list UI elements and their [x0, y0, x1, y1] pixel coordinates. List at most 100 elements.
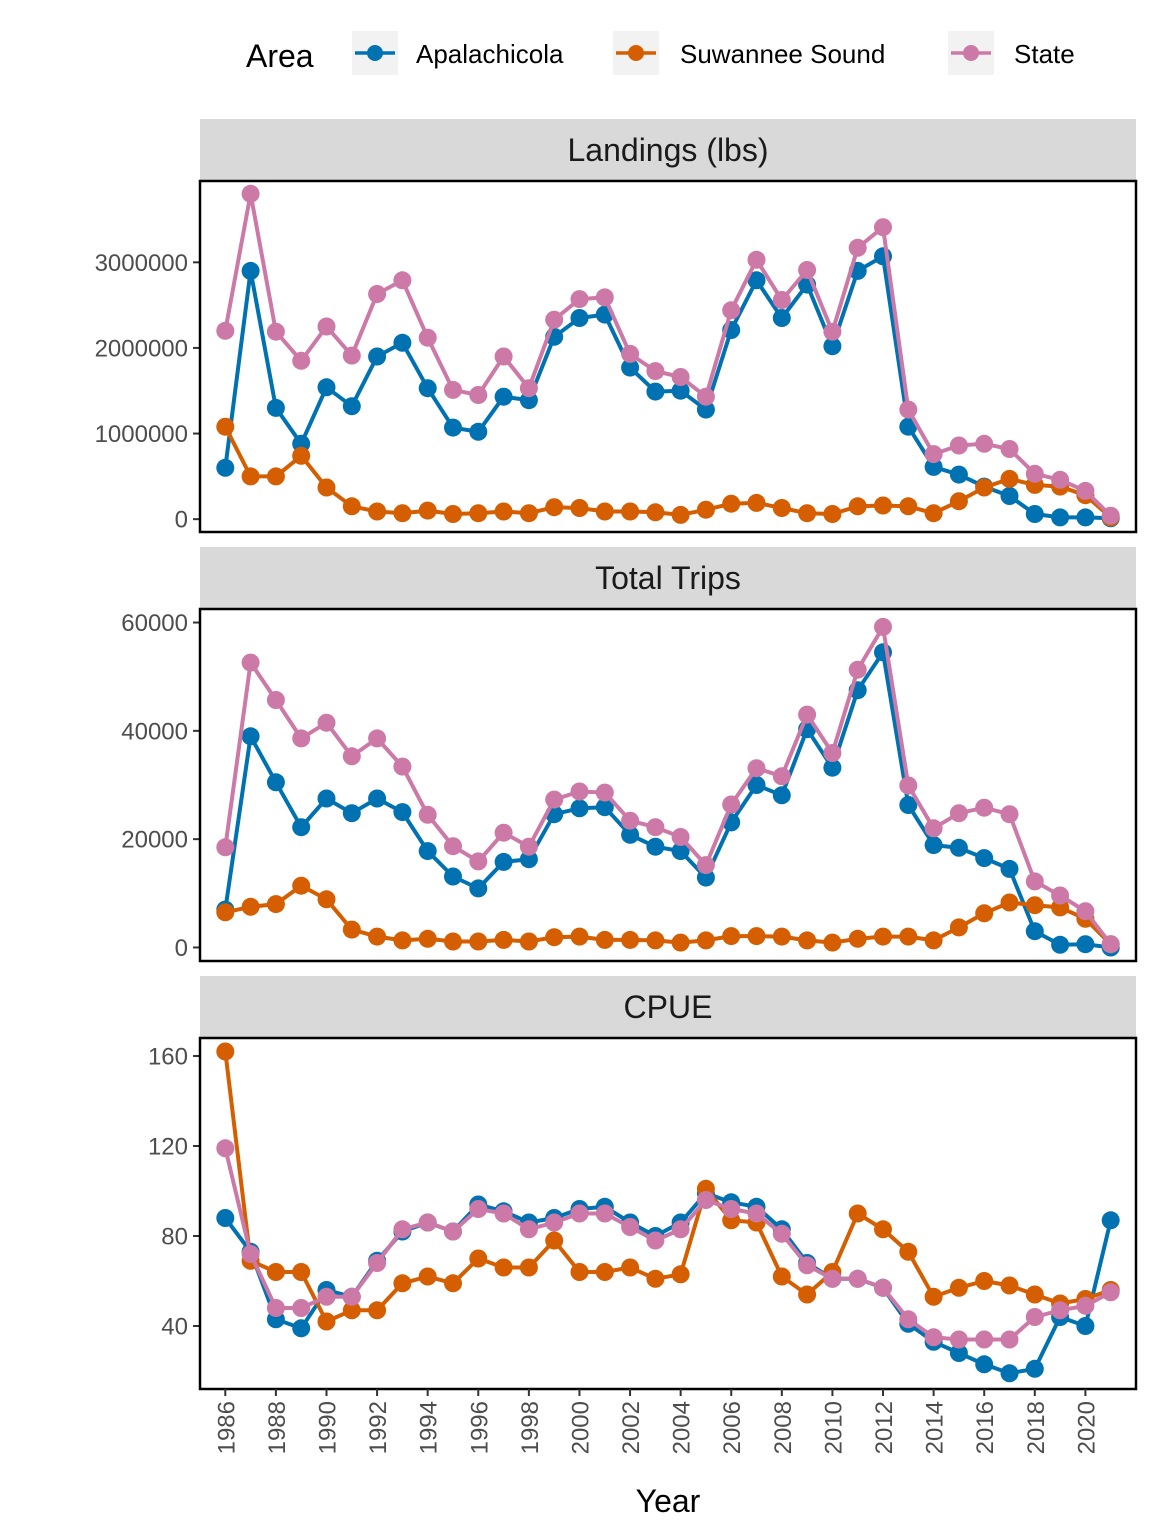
data-point: [798, 1285, 817, 1304]
y-tick-label: 2000000: [95, 335, 188, 362]
data-point: [722, 1200, 741, 1218]
data-point: [747, 493, 766, 512]
data-point: [241, 897, 260, 916]
legend-label: State: [1014, 39, 1075, 69]
panel-total-trips: Total Trips 0 20000 40000 60000: [121, 547, 1138, 963]
data-point: [317, 1287, 336, 1306]
data-point: [1101, 935, 1120, 954]
data-point: [949, 838, 968, 857]
data-point: [342, 747, 361, 766]
data-point: [241, 1245, 260, 1263]
data-point: [570, 1263, 589, 1281]
data-point: [848, 1204, 867, 1223]
series-suwannee-sound: [216, 1042, 1120, 1331]
facet-strip-title: CPUE: [624, 989, 713, 1025]
data-point: [469, 386, 488, 404]
data-point: [646, 362, 665, 381]
data-point: [747, 927, 766, 946]
data-point: [621, 358, 640, 377]
data-point: [216, 417, 235, 436]
data-point: [899, 1242, 918, 1261]
data-point: [570, 1204, 589, 1223]
data-point: [595, 783, 614, 802]
data-point: [519, 1220, 538, 1239]
data-point: [292, 446, 311, 465]
data-point: [646, 837, 665, 856]
data-point: [747, 776, 766, 794]
data-point: [1076, 1296, 1095, 1315]
data-point: [646, 818, 665, 837]
legend-label: Suwannee Sound: [680, 39, 885, 69]
data-point: [595, 288, 614, 307]
x-tick-label: 2010: [820, 1401, 847, 1454]
data-point: [798, 931, 817, 950]
data-point: [924, 1287, 943, 1306]
data-point: [1025, 1359, 1044, 1378]
series-state: [216, 617, 1120, 954]
panel-landings-lbs: Landings (lbs) 0 1000000 2000000 3000000: [95, 119, 1138, 534]
data-point: [368, 1301, 387, 1320]
data-point: [899, 417, 918, 436]
data-point: [848, 238, 867, 257]
data-point: [342, 346, 361, 365]
data-point: [975, 1330, 994, 1349]
x-tick-label: 2006: [719, 1401, 746, 1454]
y-tick-label: 20000: [121, 827, 188, 854]
y-tick-label: 3000000: [95, 250, 188, 277]
data-point: [342, 397, 361, 416]
data-point: [671, 505, 690, 524]
data-point: [899, 497, 918, 516]
data-point: [621, 811, 640, 830]
data-point: [241, 261, 260, 280]
data-point: [1025, 505, 1044, 523]
data-point: [216, 838, 235, 857]
data-point: [899, 796, 918, 814]
data-point: [671, 1265, 690, 1284]
data-point: [469, 1200, 488, 1218]
legend-entry-suwannee-sound: Suwannee Sound: [613, 31, 885, 75]
data-point: [393, 333, 412, 352]
data-point: [772, 499, 791, 517]
data-point: [747, 271, 766, 290]
series-state: [216, 184, 1120, 525]
data-point: [1000, 469, 1019, 488]
data-point: [342, 1287, 361, 1306]
data-point: [519, 1258, 538, 1277]
data-point: [342, 497, 361, 516]
data-point: [266, 467, 285, 486]
data-point: [1000, 805, 1019, 824]
data-point: [949, 1330, 968, 1349]
y-tick-label: 160: [148, 1044, 188, 1071]
data-point: [747, 250, 766, 269]
data-point: [266, 895, 285, 914]
y-tick-label: 120: [148, 1134, 188, 1161]
data-point: [848, 660, 867, 679]
data-point: [393, 803, 412, 822]
data-point: [1051, 470, 1070, 489]
data-point: [342, 1301, 361, 1320]
data-point: [772, 786, 791, 805]
data-point: [772, 309, 791, 327]
data-point: [874, 1278, 892, 1297]
x-tick-label: 2002: [618, 1401, 645, 1454]
data-point: [646, 382, 665, 401]
data-point: [216, 321, 235, 340]
series-suwannee-sound: [216, 876, 1120, 954]
data-point: [266, 398, 285, 417]
data-point: [1000, 1276, 1019, 1295]
data-point: [848, 1269, 867, 1288]
data-point: [696, 1191, 715, 1209]
legend-entry-state: State: [948, 31, 1075, 75]
data-point: [722, 494, 741, 513]
data-point: [646, 1269, 665, 1288]
data-point: [1051, 1301, 1070, 1320]
data-point: [393, 271, 412, 290]
legend-label: Apalachicola: [416, 39, 564, 69]
x-tick-label: 1990: [314, 1401, 341, 1454]
data-point: [621, 502, 640, 521]
facet-strip: [200, 547, 1136, 609]
y-tick-label: 40000: [121, 718, 188, 745]
data-point: [621, 344, 640, 363]
data-point: [418, 842, 437, 861]
y-tick-label: 0: [175, 507, 188, 534]
